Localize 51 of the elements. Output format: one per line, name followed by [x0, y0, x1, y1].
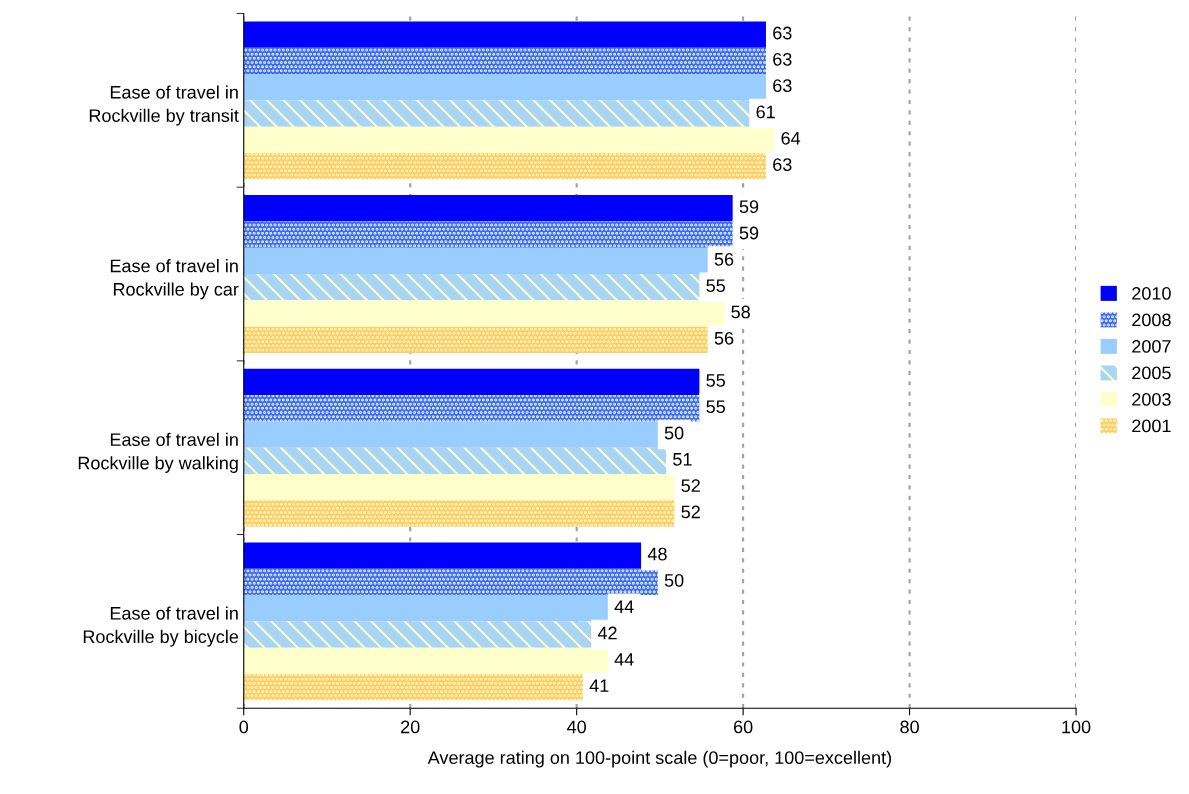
- data-label: 63: [773, 79, 792, 93]
- bar: [243, 395, 702, 422]
- data-label: 59: [739, 200, 759, 214]
- bar: [243, 126, 777, 153]
- data-label: 58: [731, 305, 750, 319]
- x-tick-label: 60: [734, 720, 753, 734]
- data-label: 42: [597, 626, 617, 640]
- data-label: 55: [706, 374, 725, 387]
- data-label: 52: [681, 505, 700, 519]
- y-tick-label: Ease of travel in Rockville by bicycle: [83, 606, 239, 647]
- data-label: 63: [773, 158, 792, 171]
- data-label: 64: [781, 131, 801, 145]
- data-label: 56: [714, 252, 734, 266]
- legend-label: 2003: [1132, 393, 1171, 406]
- legend-label: 2010: [1132, 287, 1171, 300]
- data-label: 41: [589, 679, 609, 692]
- legend-label: 2007: [1132, 340, 1171, 353]
- data-label: 48: [647, 547, 667, 561]
- data-label: 59: [739, 226, 759, 240]
- x-tick-label: 40: [567, 720, 586, 734]
- data-label: 55: [706, 400, 725, 414]
- bar: [243, 647, 610, 675]
- bar: [243, 21, 769, 48]
- x-axis-title: Average rating on 100-point scale (0=poor, 100=excellent): [427, 750, 891, 768]
- x-tick-label: 0: [239, 720, 249, 734]
- data-label: 63: [773, 52, 792, 66]
- legend-label: 2005: [1132, 366, 1171, 380]
- data-label: 50: [664, 426, 684, 440]
- bar: [243, 568, 660, 596]
- bar: [243, 74, 769, 101]
- bar: [243, 47, 769, 75]
- data-label: 63: [773, 26, 792, 40]
- x-tick-label: 20: [401, 720, 420, 734]
- x-tick-label: 100: [1062, 720, 1091, 734]
- data-label: 52: [681, 479, 700, 493]
- legend-label: 2008: [1132, 313, 1171, 327]
- data-label: 44: [614, 653, 634, 666]
- y-tick-label: Ease of travel in Rockville by car: [110, 259, 239, 300]
- bar: [243, 500, 677, 527]
- data-label: 55: [706, 279, 725, 293]
- y-tick-label: Ease of travel in Rockville by walking: [78, 432, 238, 473]
- x-tick-label: 80: [900, 720, 919, 734]
- y-tick-label: Ease of travel in Rockville by transit: [89, 85, 239, 126]
- data-label: 44: [614, 600, 634, 613]
- legend-label: 2001: [1132, 419, 1171, 433]
- bar: [243, 474, 677, 501]
- bar: [243, 368, 702, 396]
- data-label: 61: [756, 105, 775, 119]
- data-label: 50: [664, 573, 684, 587]
- data-label: 56: [714, 331, 734, 345]
- data-label: 51: [673, 453, 692, 466]
